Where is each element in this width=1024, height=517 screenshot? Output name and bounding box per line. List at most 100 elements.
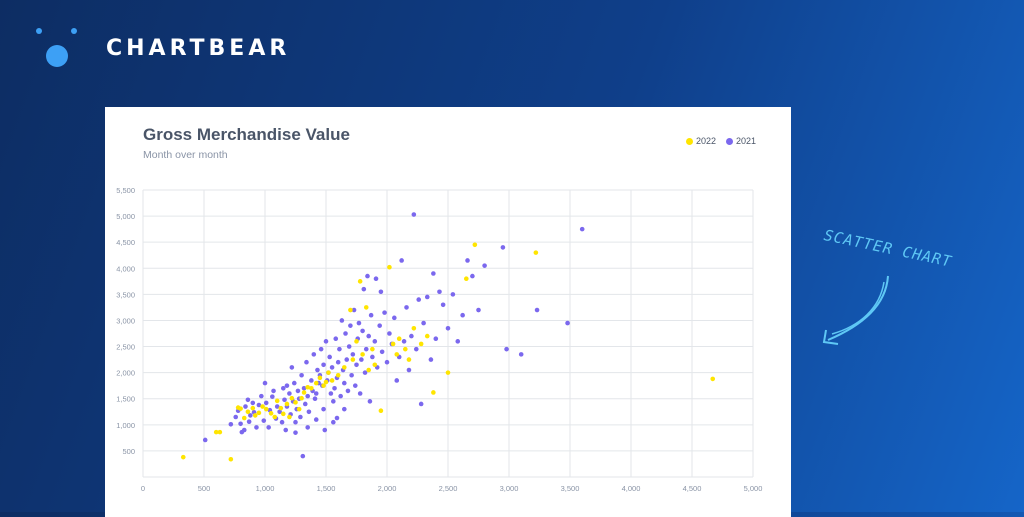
data-point-2021 bbox=[293, 430, 298, 435]
data-point-2022 bbox=[313, 380, 319, 386]
x-tick-label: 5,000 bbox=[744, 484, 763, 493]
legend-item-2022[interactable]: 2022 bbox=[685, 136, 716, 146]
data-point-2021 bbox=[282, 397, 287, 403]
chart-card: Gross Merchandise Value Month over month… bbox=[105, 107, 791, 517]
data-point-2021 bbox=[504, 346, 509, 352]
x-tick-label: 3,500 bbox=[561, 484, 580, 493]
data-point-2021 bbox=[440, 302, 446, 308]
data-point-2022 bbox=[309, 385, 314, 391]
y-tick-label: 3,000 bbox=[116, 316, 135, 325]
data-point-2021 bbox=[313, 391, 319, 396]
data-point-2021 bbox=[348, 323, 353, 328]
data-point-2021 bbox=[409, 333, 414, 339]
chart-legend: 2022 2021 bbox=[685, 136, 756, 146]
data-point-2021 bbox=[344, 357, 350, 362]
data-point-2021 bbox=[202, 437, 208, 443]
data-point-2022 bbox=[213, 429, 219, 435]
data-point-2021 bbox=[394, 378, 400, 383]
y-tick-label: 5,500 bbox=[116, 186, 135, 195]
data-point-2021 bbox=[406, 367, 412, 373]
data-point-2021 bbox=[262, 380, 268, 386]
data-point-2021 bbox=[301, 385, 307, 391]
data-point-2021 bbox=[302, 401, 308, 407]
data-point-2021 bbox=[339, 318, 345, 323]
data-point-2022 bbox=[293, 400, 298, 405]
y-tick-label: 1,500 bbox=[116, 395, 135, 404]
y-tick-label: 3,500 bbox=[116, 290, 135, 299]
data-point-2021 bbox=[476, 307, 481, 313]
y-tick-label: 2,500 bbox=[116, 343, 135, 352]
data-point-2021 bbox=[289, 365, 295, 370]
data-point-2022 bbox=[350, 357, 356, 362]
logo-head bbox=[46, 45, 68, 67]
data-point-2021 bbox=[342, 406, 347, 412]
data-point-2021 bbox=[331, 399, 336, 404]
data-point-2021 bbox=[300, 453, 306, 459]
data-point-2021 bbox=[382, 310, 387, 315]
data-point-2022 bbox=[321, 383, 326, 388]
data-point-2022 bbox=[228, 456, 234, 462]
data-point-2021 bbox=[305, 425, 310, 430]
data-point-2022 bbox=[217, 429, 223, 435]
data-point-2021 bbox=[312, 396, 318, 402]
data-point-2021 bbox=[373, 276, 379, 282]
data-point-2022 bbox=[317, 375, 323, 381]
data-point-2022 bbox=[326, 370, 331, 375]
data-point-2022 bbox=[418, 341, 424, 347]
data-point-2021 bbox=[433, 336, 439, 342]
data-point-2022 bbox=[378, 408, 384, 414]
data-point-2022 bbox=[329, 378, 335, 383]
data-point-2021 bbox=[318, 346, 324, 352]
data-point-2022 bbox=[287, 414, 292, 420]
data-point-2021 bbox=[284, 383, 290, 388]
chartbear-logo-icon bbox=[36, 28, 77, 67]
scatter-plot: 0 500 1,000 1,500 2,000 2,500 3,000 3,500 4,000 4… bbox=[116, 186, 763, 493]
data-point-2021 bbox=[404, 305, 409, 310]
data-point-2021 bbox=[365, 273, 370, 279]
legend-swatch-2022 bbox=[685, 137, 693, 145]
data-point-2021 bbox=[328, 391, 334, 396]
data-point-2021 bbox=[379, 349, 385, 355]
data-point-2021 bbox=[455, 339, 461, 344]
data-point-2021 bbox=[482, 263, 487, 268]
legend-label-2022: 2022 bbox=[695, 136, 716, 146]
x-tick-label: 3,000 bbox=[500, 484, 519, 493]
data-point-2021 bbox=[366, 333, 372, 339]
data-point-2021 bbox=[233, 414, 239, 420]
data-point-2021 bbox=[445, 325, 451, 331]
data-point-2021 bbox=[256, 402, 262, 408]
data-point-2021 bbox=[299, 372, 304, 378]
data-point-2021 bbox=[360, 328, 365, 334]
data-point-2021 bbox=[372, 339, 378, 344]
data-point-2021 bbox=[424, 294, 430, 300]
data-point-2021 bbox=[470, 273, 475, 279]
data-point-2021 bbox=[354, 362, 359, 368]
data-point-2022 bbox=[245, 409, 251, 415]
data-point-2021 bbox=[342, 380, 347, 386]
data-point-2021 bbox=[367, 399, 373, 404]
data-point-2022 bbox=[366, 367, 372, 373]
data-point-2021 bbox=[311, 352, 317, 357]
data-point-2021 bbox=[349, 372, 354, 378]
data-point-2022 bbox=[305, 384, 310, 390]
legend-item-2021[interactable]: 2021 bbox=[725, 136, 756, 146]
data-point-2021 bbox=[279, 419, 285, 425]
annotation-label: SCATTER CHART bbox=[822, 226, 954, 271]
data-point-2022 bbox=[431, 390, 436, 395]
data-point-2021 bbox=[384, 359, 390, 365]
data-point-2021 bbox=[241, 427, 247, 433]
data-point-2022 bbox=[335, 372, 341, 378]
y-tick-label: 500 bbox=[122, 447, 135, 456]
data-point-2021 bbox=[245, 397, 251, 403]
brand-name: CHARTBEAR bbox=[106, 36, 291, 61]
data-point-2021 bbox=[277, 409, 282, 415]
y-tick-label: 4,500 bbox=[116, 238, 135, 247]
data-point-2022 bbox=[272, 414, 278, 420]
data-point-2021 bbox=[274, 404, 280, 409]
data-point-2022 bbox=[289, 395, 295, 401]
data-point-2021 bbox=[335, 359, 341, 365]
y-tick-label: 5,000 bbox=[116, 212, 135, 221]
y-tick-label: 2,000 bbox=[116, 369, 135, 378]
data-point-2021 bbox=[270, 394, 275, 399]
data-point-2021 bbox=[352, 383, 358, 388]
